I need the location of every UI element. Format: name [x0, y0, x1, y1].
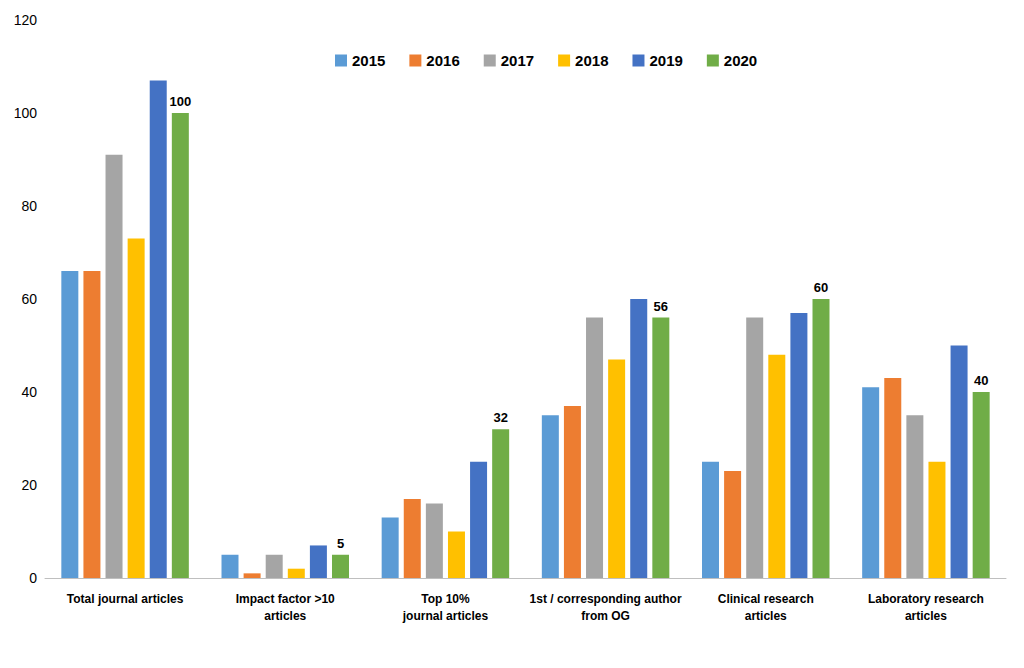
svg-text:articles: articles — [745, 609, 787, 623]
svg-text:20: 20 — [21, 477, 37, 493]
svg-text:Clinical research: Clinical research — [718, 592, 814, 606]
svg-text:Impact factor >10: Impact factor >10 — [236, 592, 335, 606]
svg-text:Top 10%: Top 10% — [421, 592, 470, 606]
svg-text:Laboratory research: Laboratory research — [868, 592, 984, 606]
svg-text:40: 40 — [21, 384, 37, 400]
svg-text:2017: 2017 — [501, 52, 534, 69]
svg-text:Total journal articles: Total journal articles — [67, 592, 184, 606]
svg-text:2018: 2018 — [575, 52, 608, 69]
svg-text:journal articles: journal articles — [402, 609, 489, 623]
svg-text:60: 60 — [814, 280, 828, 295]
svg-text:1st / corresponding author: 1st / corresponding author — [530, 592, 682, 606]
svg-text:100: 100 — [169, 94, 191, 109]
svg-text:2015: 2015 — [352, 52, 385, 69]
svg-text:2020: 2020 — [724, 52, 757, 69]
svg-text:80: 80 — [21, 198, 37, 214]
svg-text:2019: 2019 — [649, 52, 682, 69]
svg-text:5: 5 — [337, 536, 344, 551]
svg-text:120: 120 — [14, 12, 38, 28]
svg-text:32: 32 — [493, 410, 507, 425]
svg-text:from OG: from OG — [581, 609, 630, 623]
svg-text:0: 0 — [29, 570, 37, 586]
svg-text:40: 40 — [974, 373, 988, 388]
svg-text:2016: 2016 — [426, 52, 459, 69]
svg-text:60: 60 — [21, 291, 37, 307]
svg-text:articles: articles — [905, 609, 947, 623]
svg-text:articles: articles — [264, 609, 306, 623]
svg-text:100: 100 — [14, 105, 38, 121]
svg-text:56: 56 — [654, 299, 668, 314]
